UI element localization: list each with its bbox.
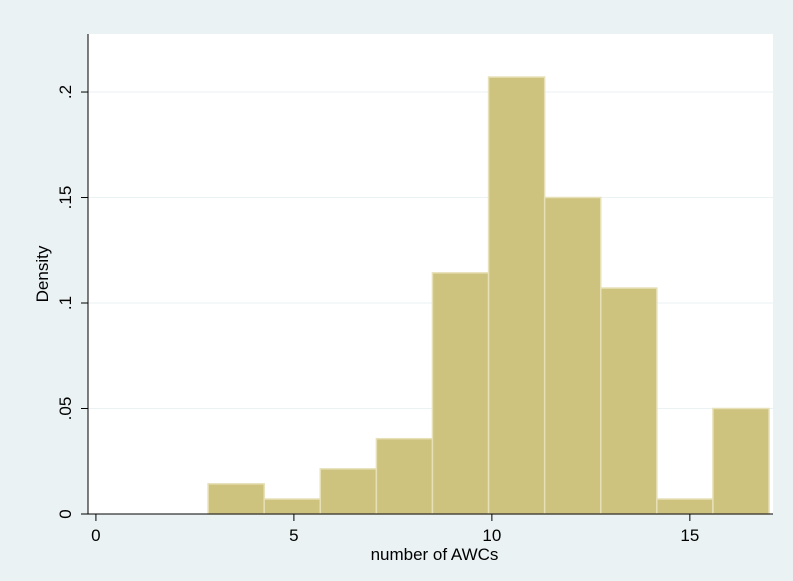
histogram-bar — [656, 498, 714, 515]
y-tick-label: .1 — [56, 296, 75, 310]
x-tick-label: 5 — [289, 526, 298, 545]
gridlines — [88, 91, 773, 410]
histogram-bar — [375, 437, 434, 515]
histogram-bar — [263, 498, 322, 515]
y-tick-label: .2 — [56, 85, 75, 99]
y-tick-label: 0 — [56, 509, 75, 518]
histogram-bar — [543, 196, 602, 515]
y-tick-label: .15 — [56, 186, 75, 210]
axes — [81, 34, 773, 521]
tick-labels: 0 5 10 15 0 .05 .1 .15 .2 — [56, 85, 699, 545]
histogram-bar — [712, 407, 770, 515]
y-axis-label: Density — [33, 245, 52, 302]
histogram-bar — [207, 483, 265, 515]
x-tick-label: 10 — [482, 526, 501, 545]
histogram-bar — [600, 287, 658, 515]
plot-area — [88, 34, 773, 514]
x-axis-label: number of AWCs — [371, 545, 499, 564]
y-tick-label: .05 — [56, 397, 75, 421]
histogram-bar — [319, 468, 378, 515]
histogram-bar — [431, 272, 490, 515]
x-tick-label: 15 — [680, 526, 699, 545]
histogram-bar — [487, 76, 546, 515]
x-tick-label: 0 — [91, 526, 100, 545]
histogram-bars — [207, 76, 770, 515]
